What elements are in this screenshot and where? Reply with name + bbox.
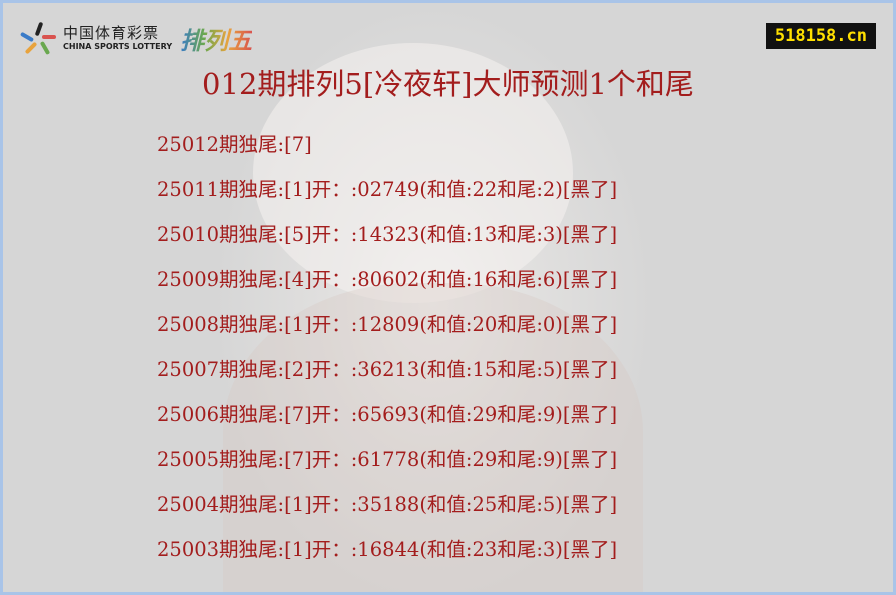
lottery-star-icon bbox=[19, 21, 57, 56]
list-item: 25006期独尾:[7]开：:65693(和值:29和尾:9)[黑了] bbox=[157, 403, 618, 426]
list-item: 25005期独尾:[7]开：:61778(和值:29和尾:9)[黑了] bbox=[157, 448, 618, 471]
page-title: 012期排列5[冷夜轩]大师预测1个和尾 bbox=[202, 67, 694, 101]
list-item: 25010期独尾:[5]开：:14323(和值:13和尾:3)[黑了] bbox=[157, 223, 618, 246]
prediction-list: 25012期独尾:[7] 25011期独尾:[1]开：:02749(和值:22和… bbox=[157, 130, 617, 580]
list-item: 25009期独尾:[4]开：:80602(和值:16和尾:6)[黑了] bbox=[157, 268, 618, 291]
list-item: 25008期独尾:[1]开：:12809(和值:20和尾:0)[黑了] bbox=[157, 313, 618, 336]
list-item: 25011期独尾:[1]开：:02749(和值:22和尾:2)[黑了] bbox=[157, 178, 618, 201]
site-badge: 518158.cn bbox=[765, 23, 876, 49]
lottery-logo: 中国体育彩票 CHINA SPORTS LOTTERY 排列五 bbox=[19, 21, 252, 56]
list-item: 25012期独尾:[7] bbox=[157, 133, 312, 156]
logo-english-text: CHINA SPORTS LOTTERY bbox=[63, 42, 173, 51]
list-item: 25003期独尾:[1]开：:16844(和值:23和尾:3)[黑了] bbox=[157, 538, 618, 561]
logo-game-name: 排列五 bbox=[180, 21, 252, 56]
list-item: 25004期独尾:[1]开：:35188(和值:25和尾:5)[黑了] bbox=[157, 493, 618, 516]
mascot-background bbox=[253, 43, 573, 303]
mascot-background-body bbox=[223, 283, 643, 592]
list-item: 25007期独尾:[2]开：:36213(和值:15和尾:5)[黑了] bbox=[157, 358, 618, 381]
logo-chinese-text: 中国体育彩票 bbox=[63, 24, 160, 42]
